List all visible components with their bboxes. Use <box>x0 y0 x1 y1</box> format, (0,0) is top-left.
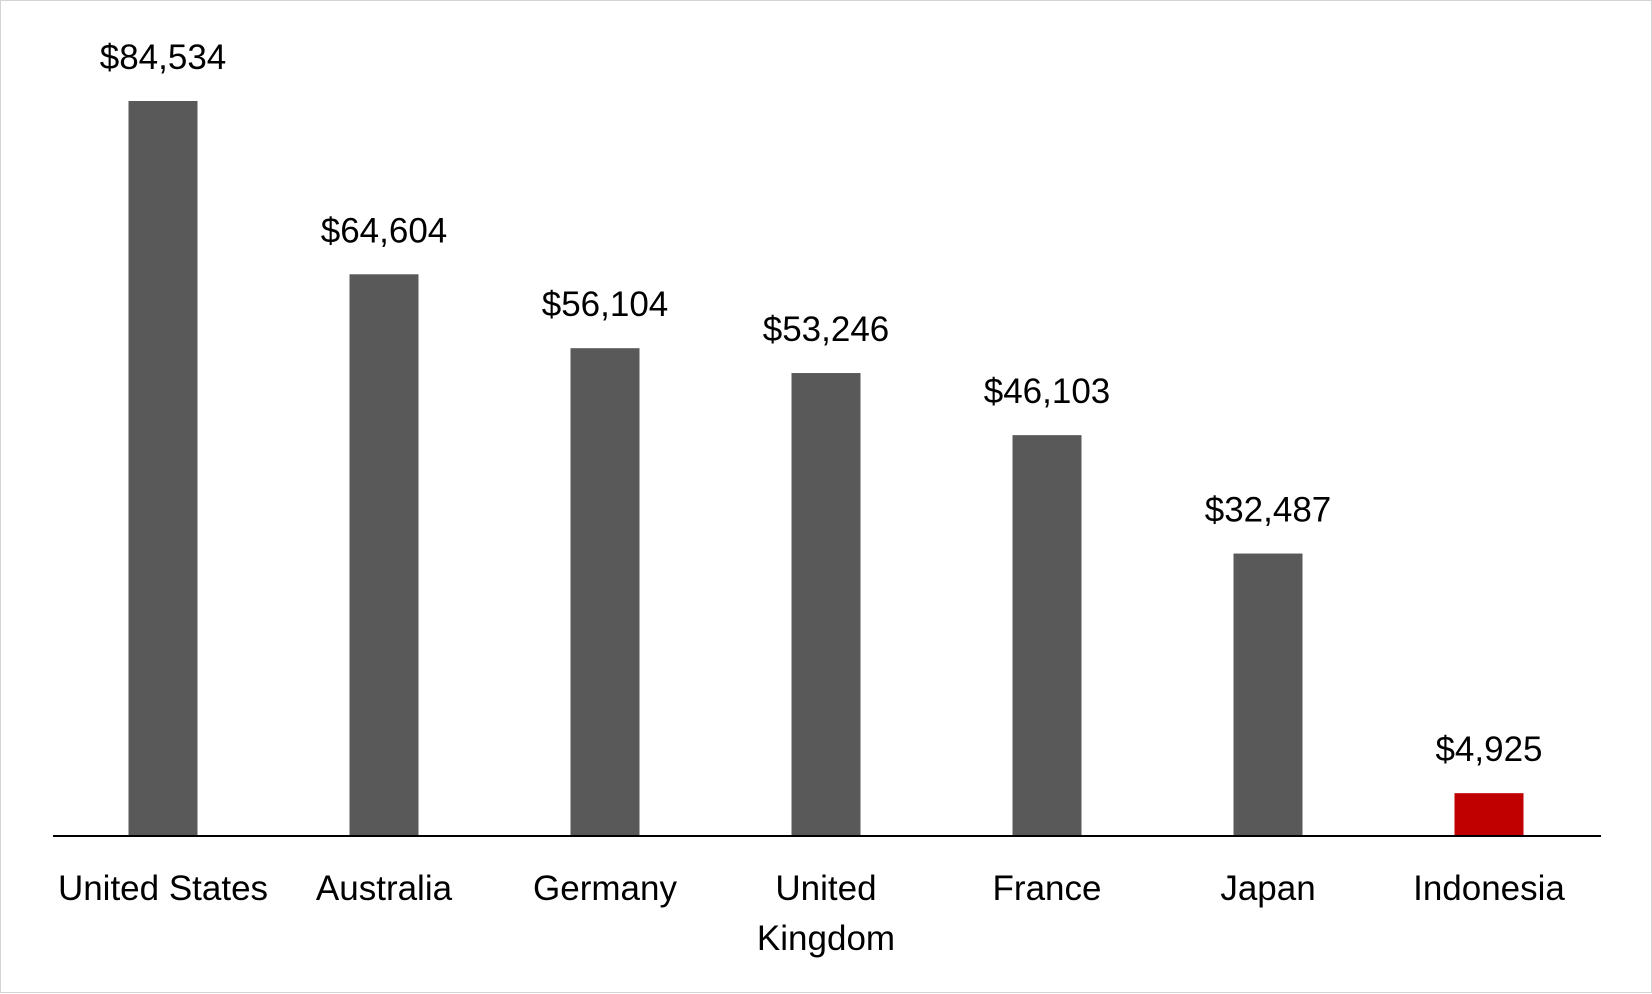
category-label-line: Germany <box>533 869 677 908</box>
category-label-france: France <box>993 869 1102 908</box>
category-label-line: United <box>775 869 876 908</box>
category-label-united-kingdom: United Kingdom <box>757 869 895 958</box>
category-labels-layer: United States Australia Germany United Kingd… <box>58 869 1565 958</box>
category-label-japan: Japan <box>1220 869 1315 908</box>
bar-france <box>1012 435 1082 836</box>
category-label-australia: Australia <box>316 869 453 908</box>
category-label-line: Kingdom <box>757 919 895 958</box>
category-label-united-states: United States <box>58 869 268 908</box>
data-label-united-states: $84,534 <box>100 38 227 77</box>
data-label-japan: $32,487 <box>1205 491 1332 530</box>
data-label-indonesia: $4,925 <box>1435 730 1542 769</box>
category-label-line: Indonesia <box>1413 869 1565 908</box>
category-label-line: Australia <box>316 869 453 908</box>
bars-layer <box>128 101 1524 836</box>
category-label-line: United States <box>58 869 268 908</box>
data-label-germany: $56,104 <box>542 285 669 324</box>
bar-united-states <box>128 101 198 836</box>
value-labels-layer: $84,534 $64,604 $56,104 $53,246 $46,103 $32,4… <box>100 38 1543 769</box>
data-label-united-kingdom: $53,246 <box>763 310 890 349</box>
bar-indonesia <box>1454 793 1524 836</box>
category-label-germany: Germany <box>533 869 677 908</box>
bar-australia <box>349 274 419 836</box>
category-label-line: France <box>993 869 1102 908</box>
category-label-indonesia: Indonesia <box>1413 869 1565 908</box>
bar-united-kingdom <box>791 373 861 836</box>
category-label-line: Japan <box>1220 869 1315 908</box>
bar-japan <box>1233 553 1303 836</box>
data-label-australia: $64,604 <box>321 211 448 250</box>
bar-germany <box>570 348 640 836</box>
data-label-france: $46,103 <box>984 372 1111 411</box>
